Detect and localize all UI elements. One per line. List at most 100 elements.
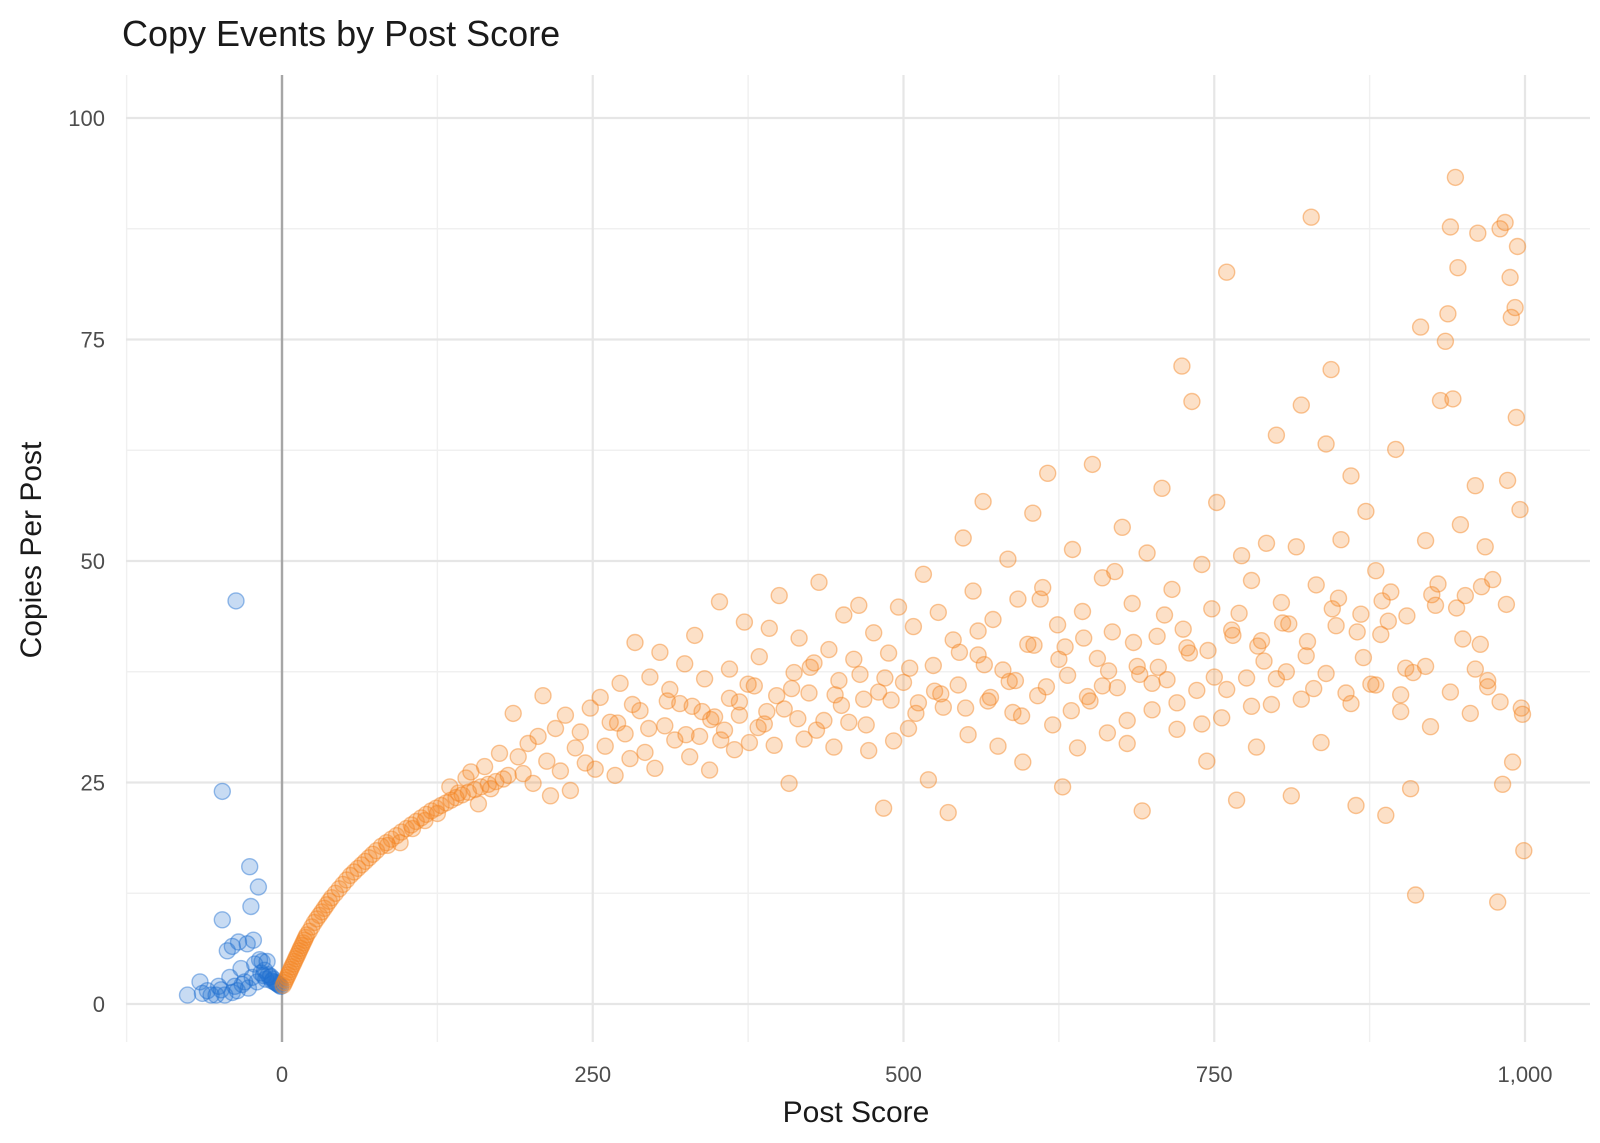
data-point	[1337, 684, 1355, 702]
data-point	[656, 717, 674, 735]
data-point	[959, 726, 977, 744]
data-point	[964, 582, 982, 600]
data-point	[1262, 695, 1281, 714]
data-point	[320, 892, 338, 910]
data-point	[1099, 662, 1118, 680]
data-point	[263, 972, 281, 990]
data-point	[479, 775, 497, 793]
data-point	[283, 958, 301, 976]
data-point	[1237, 669, 1256, 687]
data-point	[551, 762, 570, 780]
data-point	[1124, 633, 1143, 652]
data-point	[1205, 668, 1224, 686]
data-point	[1416, 531, 1435, 550]
data-point	[924, 656, 942, 675]
data-point	[298, 926, 316, 944]
major-gridlines	[126, 75, 1590, 1042]
data-point	[1327, 617, 1345, 635]
data-point	[1163, 580, 1181, 599]
data-point	[459, 783, 478, 801]
data-point	[1302, 208, 1320, 226]
data-point	[275, 974, 294, 992]
data-point	[735, 613, 754, 631]
data-point	[1098, 724, 1117, 742]
data-point	[1272, 593, 1291, 612]
x-tick-label: 1,000	[1497, 1062, 1552, 1087]
data-point	[267, 974, 285, 992]
data-point	[596, 737, 614, 755]
data-point	[303, 918, 321, 936]
data-point	[1357, 502, 1375, 521]
data-point	[213, 782, 232, 801]
data-point	[1168, 694, 1186, 712]
data-point	[1396, 659, 1415, 677]
data-point	[730, 706, 749, 724]
data-point	[310, 906, 328, 925]
data-point	[1252, 632, 1271, 650]
data-point	[914, 565, 933, 583]
data-point	[504, 704, 522, 723]
data-point	[345, 863, 363, 881]
data-point	[1298, 632, 1317, 651]
data-point	[1503, 753, 1522, 771]
data-point	[1130, 665, 1149, 684]
data-point	[1312, 733, 1330, 752]
data-point	[1446, 168, 1465, 187]
data-point	[626, 633, 644, 652]
data-point	[412, 809, 430, 827]
data-point	[245, 955, 264, 973]
data-point	[874, 799, 893, 817]
data-point	[1212, 709, 1231, 727]
data-point	[1507, 408, 1526, 427]
data-point	[326, 884, 345, 902]
y-axis-tick-labels: 0 25 50 75 100	[68, 106, 105, 1017]
data-point	[1431, 391, 1450, 410]
data-point	[457, 769, 475, 787]
data-point	[487, 772, 505, 791]
data-point	[1004, 703, 1022, 722]
data-point	[269, 975, 287, 994]
data-point	[686, 626, 704, 645]
data-point	[790, 629, 808, 647]
data-point	[750, 648, 768, 666]
data-point	[213, 911, 232, 929]
data-point	[1478, 671, 1497, 690]
data-point	[616, 725, 634, 743]
data-point	[274, 976, 292, 995]
data-point	[1178, 639, 1196, 657]
data-point	[1342, 694, 1360, 713]
data-point	[1282, 787, 1301, 805]
data-point	[262, 967, 280, 986]
data-point	[482, 780, 500, 798]
data-point	[1404, 663, 1422, 682]
data-point	[1292, 690, 1311, 708]
data-point	[760, 619, 778, 637]
data-point	[228, 982, 247, 1000]
data-point	[534, 687, 552, 705]
data-point	[715, 721, 734, 739]
data-point	[265, 973, 284, 991]
data-point	[956, 699, 975, 717]
data-point	[198, 982, 217, 1000]
data-point	[259, 966, 277, 984]
data-point	[1444, 390, 1462, 408]
data-point	[1416, 657, 1435, 676]
data-point	[894, 673, 913, 692]
data-point	[1304, 679, 1323, 698]
data-point	[981, 688, 1000, 707]
data-point	[1073, 602, 1092, 621]
data-point	[382, 830, 401, 848]
data-point	[475, 757, 494, 776]
data-point	[909, 694, 928, 712]
data-point	[1014, 753, 1032, 771]
data-point	[272, 977, 290, 995]
data-point	[994, 661, 1012, 679]
data-point	[258, 952, 276, 971]
data-point	[785, 663, 803, 682]
data-point	[932, 685, 950, 703]
data-point	[1019, 635, 1037, 653]
data-point	[1249, 637, 1267, 655]
data-point	[631, 702, 649, 720]
data-point	[805, 654, 823, 672]
data-point	[1372, 625, 1390, 644]
